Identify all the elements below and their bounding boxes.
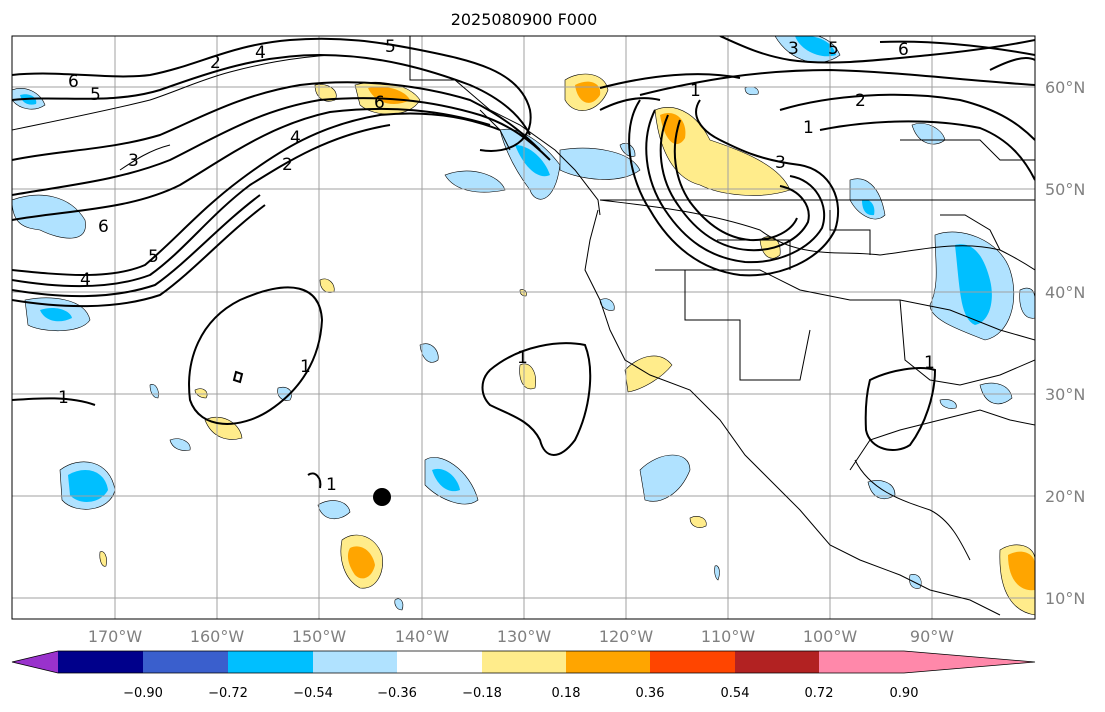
lon-label: 100°W: [803, 627, 858, 646]
lat-label: 10°N: [1045, 589, 1085, 608]
lat-label: 30°N: [1045, 385, 1085, 404]
lon-label: 170°W: [88, 627, 143, 646]
colorbar-extend-right: [904, 651, 1035, 673]
anomaly-fills: [12, 36, 1035, 616]
colorbar-extend-left: [12, 651, 58, 673]
location-marker: [373, 488, 391, 506]
colorbar-segment: [143, 651, 228, 673]
colorbar-tick: −0.18: [462, 686, 502, 701]
contour-label-group: 6 5 4 2 1 3 6 5 4 2 3 4 5 6 1 2 3 5 6 1 …: [58, 37, 935, 495]
colorbar-segment: [819, 651, 904, 673]
colorbar-segment: [482, 651, 566, 673]
colorbar-tick: −0.90: [123, 686, 163, 701]
contour-label: 4: [255, 43, 266, 63]
colorbar-segment: [313, 651, 397, 673]
colorbar-tick: 0.90: [890, 686, 919, 701]
lon-label: 150°W: [292, 627, 347, 646]
contour-label: 5: [828, 39, 839, 59]
lat-label: 20°N: [1045, 487, 1085, 506]
colorbar-tick: −0.36: [377, 686, 417, 701]
colorbar-tick: 0.54: [721, 686, 750, 701]
map-title: 2025080900 F000: [450, 10, 598, 29]
contour-label: 1: [326, 475, 337, 495]
contour-label: 2: [855, 91, 866, 111]
contour-label: 3: [788, 39, 799, 59]
lon-label: 130°W: [497, 627, 552, 646]
lat-label: 60°N: [1045, 78, 1085, 97]
contour-label: 1: [924, 353, 935, 373]
colorbar-segment: [58, 651, 143, 673]
contour-label: 1: [690, 81, 701, 101]
latitude-labels: 60°N 50°N 40°N 30°N 20°N 10°N: [1045, 78, 1085, 608]
contour-label: 6: [898, 40, 909, 60]
contour-label: 3: [128, 151, 139, 171]
colorbar: −0.90 −0.72 −0.54 −0.36 −0.18 0.18 0.36 …: [11, 650, 1036, 701]
contour-label: 3: [775, 153, 786, 173]
contour-label: 6: [68, 72, 79, 92]
contour-label: 1: [803, 118, 814, 138]
graticule: [12, 36, 1035, 619]
contour-label: 2: [210, 53, 221, 73]
colorbar-segment: [397, 651, 482, 673]
colorbar-segment: [650, 651, 735, 673]
contour-label: 2: [282, 155, 293, 175]
longitude-labels: 170°W 160°W 150°W 140°W 130°W 120°W 110°…: [88, 627, 954, 646]
contour-lines: [12, 36, 1035, 489]
contour-label: 1: [58, 388, 69, 408]
colorbar-tick: 0.36: [636, 686, 665, 701]
lat-label: 40°N: [1045, 283, 1085, 302]
lon-label: 120°W: [599, 627, 654, 646]
lat-label: 50°N: [1045, 180, 1085, 199]
colorbar-tick: 0.18: [552, 686, 581, 701]
contour-label: 1: [300, 357, 311, 377]
contour-label: 5: [385, 37, 396, 57]
colorbar-segment: [228, 651, 313, 673]
lon-label: 160°W: [190, 627, 245, 646]
lon-label: 90°W: [910, 627, 954, 646]
contour-label: 5: [90, 85, 101, 105]
lon-label: 140°W: [395, 627, 450, 646]
contour-label: 4: [80, 270, 91, 290]
colorbar-ticks: −0.90 −0.72 −0.54 −0.36 −0.18 0.18 0.36 …: [123, 686, 918, 701]
contour-label: 6: [374, 93, 385, 113]
plot-frame: [11, 35, 1036, 620]
colorbar-segment: [566, 651, 650, 673]
contour-label: 1: [517, 348, 528, 368]
lon-label: 110°W: [701, 627, 756, 646]
contour-label: 6: [98, 217, 109, 237]
colorbar-segment: [735, 651, 819, 673]
contour-label: 5: [148, 247, 159, 267]
colorbar-tick: −0.54: [293, 686, 333, 701]
colorbar-tick: 0.72: [805, 686, 834, 701]
colorbar-tick: −0.72: [208, 686, 248, 701]
coastlines: [12, 36, 1035, 616]
contour-label: 4: [290, 128, 301, 148]
